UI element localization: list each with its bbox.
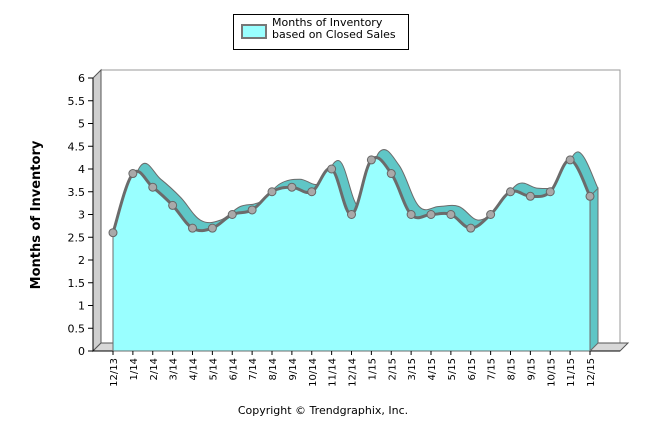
x-tick-label: 6/14 (228, 358, 239, 380)
x-tick-label: 12/15 (586, 358, 597, 387)
x-tick-label: 4/15 (427, 358, 438, 380)
data-point (307, 187, 317, 197)
area-side (589, 187, 599, 353)
x-tick-label: 12/13 (109, 358, 120, 387)
x-tick-label: 10/15 (546, 358, 557, 387)
data-point (148, 182, 158, 192)
data-point (168, 200, 178, 210)
data-point (486, 210, 496, 219)
x-tick-label: 9/14 (288, 358, 299, 380)
y-axis-label: Months of Inventory (29, 140, 44, 289)
x-tick-label: 6/15 (467, 358, 478, 380)
y-tick-label: 3 (78, 209, 85, 222)
data-point (207, 223, 217, 233)
y-tick-label: 1 (78, 300, 85, 313)
y-tick-label: 1.5 (68, 277, 86, 290)
x-tick-label: 10/14 (308, 358, 319, 387)
x-tick-label: 5/15 (447, 358, 458, 380)
x-tick-label: 4/14 (189, 358, 200, 380)
x-tick-label: 7/14 (248, 358, 259, 380)
y-tick-label: 0.5 (68, 322, 86, 335)
copyright-text: Copyright © Trendgraphix, Inc. (237, 404, 409, 417)
x-tick-label: 11/15 (566, 358, 577, 387)
data-point (327, 164, 337, 174)
data-point (108, 228, 118, 238)
x-tick-label: 5/14 (208, 358, 219, 380)
data-point (227, 210, 237, 219)
legend-swatch (241, 24, 267, 39)
data-point (565, 155, 575, 165)
data-point (466, 223, 476, 233)
data-point (247, 205, 257, 215)
y-tick-labels: 0 0.5 1 1.5 2 2.5 3 3.5 4 4.5 5 5.5 6 (68, 72, 93, 358)
left-wall (92, 68, 102, 353)
data-point (188, 223, 197, 233)
legend: Months of Inventory based on Closed Sale… (233, 14, 409, 50)
data-point (406, 210, 416, 219)
x-tick-label: 2/15 (387, 358, 398, 380)
y-tick-label: 6 (78, 72, 85, 85)
data-point (585, 191, 595, 201)
data-point (267, 187, 277, 197)
y-tick-label: 5.5 (68, 95, 86, 108)
data-point (287, 182, 297, 192)
x-tick-label: 2/14 (149, 358, 160, 380)
x-tick-labels: 12/13 1/14 2/14 3/14 4/14 5/14 6/14 7/14 8/14 9/1… (109, 351, 597, 387)
y-tick-label: 3.5 (68, 186, 86, 199)
y-tick-label: 4.5 (68, 140, 86, 153)
y-tick-label: 4 (78, 163, 85, 176)
x-tick-label: 8/15 (507, 358, 518, 380)
data-point (426, 210, 436, 219)
data-point (386, 169, 396, 179)
x-tick-label: 7/15 (487, 358, 498, 380)
chart-markers (108, 155, 595, 238)
x-tick-label: 3/15 (407, 358, 418, 380)
data-point (545, 187, 555, 197)
data-point (506, 187, 515, 197)
data-point (525, 191, 535, 201)
y-tick-label: 5 (78, 118, 85, 131)
x-tick-label: 1/15 (367, 358, 378, 380)
data-point (347, 210, 356, 219)
x-tick-label: 1/14 (129, 358, 140, 380)
y-tick-label: 2.5 (68, 231, 86, 244)
legend-label: Months of Inventory based on Closed Sale… (272, 16, 396, 41)
x-tick-label: 3/14 (169, 358, 180, 380)
data-point (128, 169, 138, 179)
y-tick-label: 2 (78, 254, 85, 267)
x-tick-label: 9/15 (526, 358, 537, 380)
x-tick-label: 8/14 (268, 358, 279, 380)
x-tick-label: 11/14 (328, 358, 339, 387)
x-tick-label: 12/14 (348, 358, 359, 387)
data-point (366, 155, 376, 165)
y-tick-label: 0 (78, 345, 85, 358)
data-point (446, 210, 456, 219)
